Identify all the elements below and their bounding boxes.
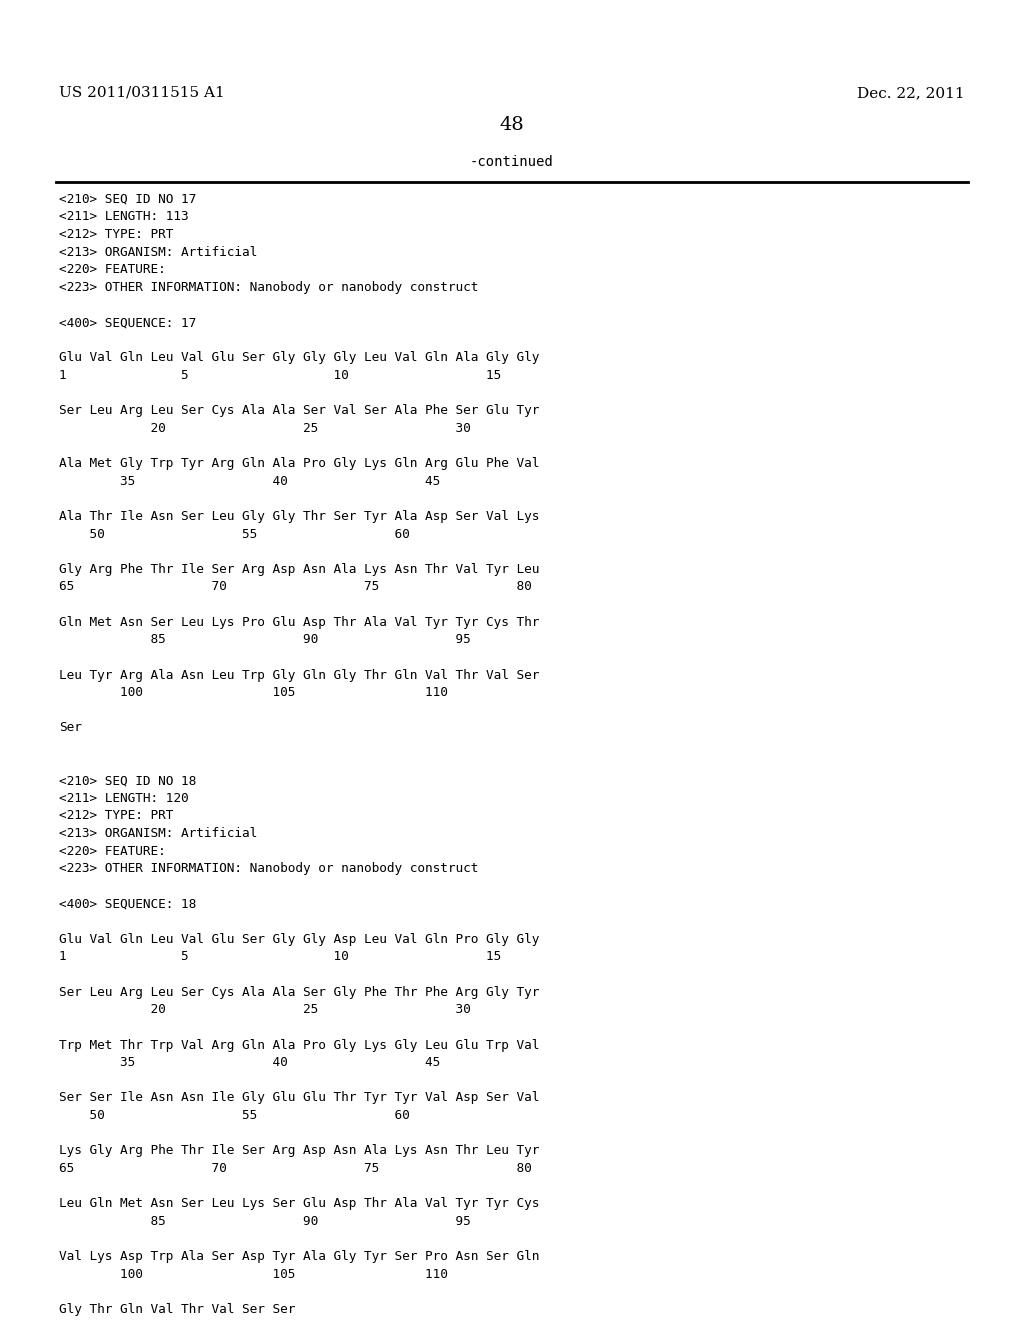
Text: 35                  40                  45: 35 40 45 — [59, 1056, 440, 1069]
Text: 20                  25                  30: 20 25 30 — [59, 422, 471, 434]
Text: 48: 48 — [500, 116, 524, 135]
Text: <223> OTHER INFORMATION: Nanobody or nanobody construct: <223> OTHER INFORMATION: Nanobody or nan… — [59, 862, 479, 875]
Text: Val Lys Asp Trp Ala Ser Asp Tyr Ala Gly Tyr Ser Pro Asn Ser Gln: Val Lys Asp Trp Ala Ser Asp Tyr Ala Gly … — [59, 1250, 540, 1263]
Text: Ser: Ser — [59, 722, 82, 734]
Text: 20                  25                  30: 20 25 30 — [59, 1003, 471, 1016]
Text: Ala Met Gly Trp Tyr Arg Gln Ala Pro Gly Lys Gln Arg Glu Phe Val: Ala Met Gly Trp Tyr Arg Gln Ala Pro Gly … — [59, 457, 540, 470]
Text: 65                  70                  75                  80: 65 70 75 80 — [59, 1162, 532, 1175]
Text: <211> LENGTH: 120: <211> LENGTH: 120 — [59, 792, 189, 805]
Text: <220> FEATURE:: <220> FEATURE: — [59, 845, 166, 858]
Text: <400> SEQUENCE: 18: <400> SEQUENCE: 18 — [59, 898, 197, 911]
Text: <213> ORGANISM: Artificial: <213> ORGANISM: Artificial — [59, 246, 258, 259]
Text: Glu Val Gln Leu Val Glu Ser Gly Gly Gly Leu Val Gln Ala Gly Gly: Glu Val Gln Leu Val Glu Ser Gly Gly Gly … — [59, 351, 540, 364]
Text: Gly Arg Phe Thr Ile Ser Arg Asp Asn Ala Lys Asn Thr Val Tyr Leu: Gly Arg Phe Thr Ile Ser Arg Asp Asn Ala … — [59, 562, 540, 576]
Text: <223> OTHER INFORMATION: Nanobody or nanobody construct: <223> OTHER INFORMATION: Nanobody or nan… — [59, 281, 479, 294]
Text: Trp Met Thr Trp Val Arg Gln Ala Pro Gly Lys Gly Leu Glu Trp Val: Trp Met Thr Trp Val Arg Gln Ala Pro Gly … — [59, 1039, 540, 1052]
Text: 50                  55                  60: 50 55 60 — [59, 1109, 411, 1122]
Text: <400> SEQUENCE: 17: <400> SEQUENCE: 17 — [59, 315, 197, 329]
Text: 100                 105                 110: 100 105 110 — [59, 686, 449, 700]
Text: Leu Tyr Arg Ala Asn Leu Trp Gly Gln Gly Thr Gln Val Thr Val Ser: Leu Tyr Arg Ala Asn Leu Trp Gly Gln Gly … — [59, 668, 540, 681]
Text: <210> SEQ ID NO 18: <210> SEQ ID NO 18 — [59, 775, 197, 787]
Text: 50                  55                  60: 50 55 60 — [59, 528, 411, 540]
Text: Lys Gly Arg Phe Thr Ile Ser Arg Asp Asn Ala Lys Asn Thr Leu Tyr: Lys Gly Arg Phe Thr Ile Ser Arg Asp Asn … — [59, 1144, 540, 1158]
Text: US 2011/0311515 A1: US 2011/0311515 A1 — [59, 86, 225, 100]
Text: <211> LENGTH: 113: <211> LENGTH: 113 — [59, 210, 189, 223]
Text: Ala Thr Ile Asn Ser Leu Gly Gly Thr Ser Tyr Ala Asp Ser Val Lys: Ala Thr Ile Asn Ser Leu Gly Gly Thr Ser … — [59, 510, 540, 523]
Text: Ser Ser Ile Asn Asn Ile Gly Glu Glu Thr Tyr Tyr Val Asp Ser Val: Ser Ser Ile Asn Asn Ile Gly Glu Glu Thr … — [59, 1092, 540, 1105]
Text: <210> SEQ ID NO 17: <210> SEQ ID NO 17 — [59, 193, 197, 206]
Text: Gly Thr Gln Val Thr Val Ser Ser: Gly Thr Gln Val Thr Val Ser Ser — [59, 1303, 296, 1316]
Text: Glu Val Gln Leu Val Glu Ser Gly Gly Asp Leu Val Gln Pro Gly Gly: Glu Val Gln Leu Val Glu Ser Gly Gly Asp … — [59, 933, 540, 946]
Text: Leu Gln Met Asn Ser Leu Lys Ser Glu Asp Thr Ala Val Tyr Tyr Cys: Leu Gln Met Asn Ser Leu Lys Ser Glu Asp … — [59, 1197, 540, 1210]
Text: <212> TYPE: PRT: <212> TYPE: PRT — [59, 809, 174, 822]
Text: 100                 105                 110: 100 105 110 — [59, 1267, 449, 1280]
Text: 35                  40                  45: 35 40 45 — [59, 475, 440, 487]
Text: Gln Met Asn Ser Leu Lys Pro Glu Asp Thr Ala Val Tyr Tyr Cys Thr: Gln Met Asn Ser Leu Lys Pro Glu Asp Thr … — [59, 615, 540, 628]
Text: 85                  90                  95: 85 90 95 — [59, 634, 471, 647]
Text: <220> FEATURE:: <220> FEATURE: — [59, 263, 166, 276]
Text: 65                  70                  75                  80: 65 70 75 80 — [59, 581, 532, 594]
Text: <212> TYPE: PRT: <212> TYPE: PRT — [59, 228, 174, 242]
Text: 1               5                   10                  15: 1 5 10 15 — [59, 370, 502, 381]
Text: 1               5                   10                  15: 1 5 10 15 — [59, 950, 502, 964]
Text: -continued: -continued — [470, 154, 554, 169]
Text: Ser Leu Arg Leu Ser Cys Ala Ala Ser Gly Phe Thr Phe Arg Gly Tyr: Ser Leu Arg Leu Ser Cys Ala Ala Ser Gly … — [59, 986, 540, 999]
Text: 85                  90                  95: 85 90 95 — [59, 1214, 471, 1228]
Text: Dec. 22, 2011: Dec. 22, 2011 — [857, 86, 965, 100]
Text: <213> ORGANISM: Artificial: <213> ORGANISM: Artificial — [59, 828, 258, 840]
Text: Ser Leu Arg Leu Ser Cys Ala Ala Ser Val Ser Ala Phe Ser Glu Tyr: Ser Leu Arg Leu Ser Cys Ala Ala Ser Val … — [59, 404, 540, 417]
